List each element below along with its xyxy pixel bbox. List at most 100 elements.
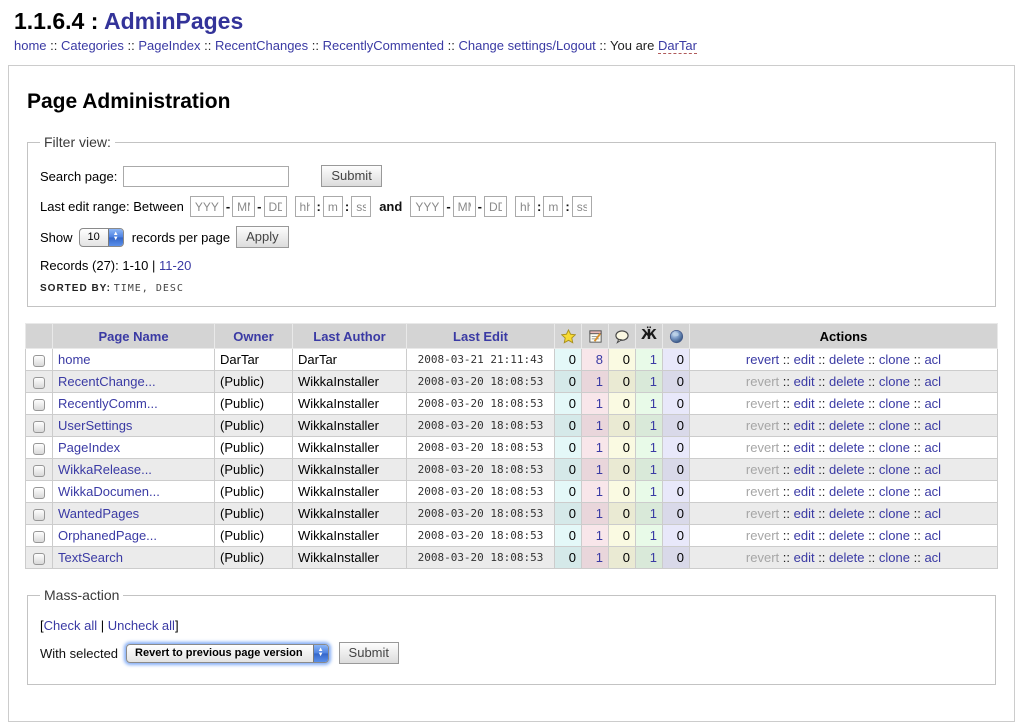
acl-action-link[interactable]: acl (924, 462, 942, 477)
nav-link-recentchanges[interactable]: RecentChanges (214, 38, 309, 53)
row-checkbox[interactable] (33, 530, 45, 543)
delete-action-link[interactable]: delete (829, 550, 865, 565)
page-name-link[interactable]: TextSearch (58, 550, 124, 565)
to-month-input[interactable] (452, 196, 476, 217)
page-name-link[interactable]: WantedPages (58, 506, 140, 521)
search-input[interactable] (123, 165, 290, 187)
uncheck-all-link[interactable]: Uncheck all (107, 618, 175, 633)
row-checkbox[interactable] (33, 508, 45, 521)
count-link[interactable]: 1 (649, 550, 657, 565)
row-checkbox[interactable] (33, 398, 45, 411)
page-name-link[interactable]: WikkaRelease... (58, 462, 152, 477)
count-link[interactable]: 1 (595, 462, 603, 477)
edit-action-link[interactable]: edit (793, 352, 815, 367)
page-name-link[interactable]: home (58, 352, 91, 367)
clone-action-link[interactable]: clone (878, 440, 910, 455)
clone-action-link[interactable]: clone (878, 528, 910, 543)
delete-action-link[interactable]: delete (829, 396, 865, 411)
from-minute-input[interactable] (322, 196, 343, 217)
to-hour-input[interactable] (515, 196, 536, 217)
edit-action-link[interactable]: edit (793, 396, 815, 411)
delete-action-link[interactable]: delete (829, 506, 865, 521)
count-link[interactable]: 1 (595, 506, 603, 521)
count-link[interactable]: 1 (649, 528, 657, 543)
username-link[interactable]: DarTar (657, 38, 697, 54)
backlinks-icon[interactable]: Ӝ (635, 323, 663, 349)
star-icon[interactable] (554, 323, 582, 349)
page-name-link[interactable]: UserSettings (58, 418, 133, 433)
row-checkbox[interactable] (33, 420, 45, 433)
nav-link-change-settings-logout[interactable]: Change settings/Logout (458, 38, 596, 53)
clone-action-link[interactable]: clone (878, 396, 910, 411)
acl-action-link[interactable]: acl (924, 528, 942, 543)
nav-link-recentlycommented[interactable]: RecentlyCommented (322, 38, 445, 53)
count-link[interactable]: 1 (649, 396, 657, 411)
mass-action-select[interactable]: Revert to previous page version ▲ ▼ (126, 643, 329, 663)
clone-action-link[interactable]: clone (878, 374, 910, 389)
apply-button[interactable]: Apply (236, 226, 289, 248)
last-edit-column-header[interactable]: Last Edit (406, 323, 555, 349)
count-link[interactable]: 1 (595, 484, 603, 499)
delete-action-link[interactable]: delete (829, 462, 865, 477)
clone-action-link[interactable]: clone (878, 506, 910, 521)
clone-action-link[interactable]: clone (878, 462, 910, 477)
page-name-link[interactable]: PageIndex (58, 440, 121, 455)
delete-action-link[interactable]: delete (829, 352, 865, 367)
edit-action-link[interactable]: edit (793, 374, 815, 389)
to-day-input[interactable] (484, 196, 508, 217)
page-name-link[interactable]: WikkaDocumen... (58, 484, 160, 499)
comment-icon[interactable] (608, 323, 636, 349)
to-minute-input[interactable] (543, 196, 564, 217)
delete-action-link[interactable]: delete (829, 440, 865, 455)
page-name-link[interactable]: OrphanedPage... (58, 528, 158, 543)
edit-action-link[interactable]: edit (793, 484, 815, 499)
edit-action-link[interactable]: edit (793, 550, 815, 565)
per-page-select[interactable]: 10 ▲ ▼ (78, 227, 124, 247)
count-link[interactable]: 8 (595, 352, 603, 367)
to-year-input[interactable] (410, 196, 445, 217)
page-name-column-header[interactable]: Page Name (52, 323, 215, 349)
check-all-link[interactable]: Check all (43, 618, 98, 633)
edit-action-link[interactable]: edit (793, 418, 815, 433)
globe-icon[interactable] (662, 323, 690, 349)
count-link[interactable]: 1 (649, 506, 657, 521)
acl-action-link[interactable]: acl (924, 484, 942, 499)
count-link[interactable]: 1 (649, 462, 657, 477)
acl-action-link[interactable]: acl (924, 418, 942, 433)
delete-action-link[interactable]: delete (829, 528, 865, 543)
search-submit-button[interactable]: Submit (321, 165, 382, 187)
clone-action-link[interactable]: clone (878, 352, 910, 367)
acl-action-link[interactable]: acl (924, 352, 942, 367)
to-second-input[interactable] (571, 196, 592, 217)
from-month-input[interactable] (232, 196, 256, 217)
count-link[interactable]: 1 (595, 374, 603, 389)
edit-action-link[interactable]: edit (793, 506, 815, 521)
records-page-link[interactable]: 11-20 (159, 258, 192, 273)
row-checkbox[interactable] (33, 442, 45, 455)
count-link[interactable]: 1 (595, 528, 603, 543)
count-link[interactable]: 1 (595, 440, 603, 455)
count-link[interactable]: 1 (595, 396, 603, 411)
clone-action-link[interactable]: clone (878, 550, 910, 565)
page-name-link[interactable]: RecentlyComm... (58, 396, 158, 411)
acl-action-link[interactable]: acl (924, 396, 942, 411)
from-hour-input[interactable] (294, 196, 315, 217)
acl-action-link[interactable]: acl (924, 374, 942, 389)
clone-action-link[interactable]: clone (878, 484, 910, 499)
count-link[interactable]: 1 (595, 418, 603, 433)
delete-action-link[interactable]: delete (829, 484, 865, 499)
nav-link-pageindex[interactable]: PageIndex (138, 38, 201, 53)
row-checkbox[interactable] (33, 486, 45, 499)
count-link[interactable]: 1 (649, 418, 657, 433)
owner-column-header[interactable]: Owner (214, 323, 293, 349)
app-title-link[interactable]: AdminPages (103, 8, 244, 34)
row-checkbox[interactable] (33, 376, 45, 389)
clone-action-link[interactable]: clone (878, 418, 910, 433)
edit-icon[interactable] (581, 323, 609, 349)
mass-action-submit-button[interactable]: Submit (338, 642, 400, 664)
acl-action-link[interactable]: acl (924, 550, 942, 565)
revert-action-link[interactable]: revert (745, 352, 780, 367)
edit-action-link[interactable]: edit (793, 462, 815, 477)
edit-action-link[interactable]: edit (793, 440, 815, 455)
page-name-link[interactable]: RecentChange... (58, 374, 156, 389)
